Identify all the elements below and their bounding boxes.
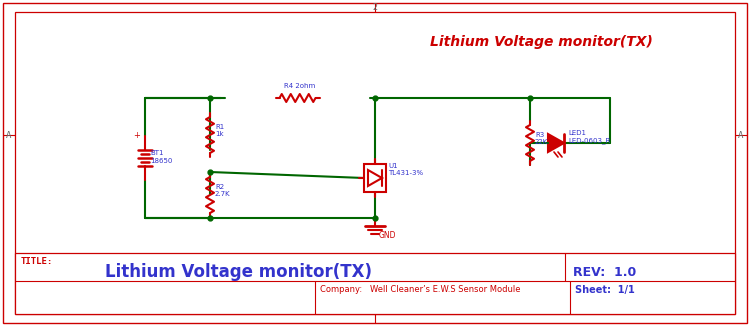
Bar xyxy=(364,164,386,192)
Text: LED-0603_R: LED-0603_R xyxy=(568,137,610,144)
Text: 1k: 1k xyxy=(215,131,223,137)
Text: BT1: BT1 xyxy=(150,150,164,156)
Text: Lithium Voltage monitor(TX): Lithium Voltage monitor(TX) xyxy=(105,263,372,281)
Text: 2: 2 xyxy=(373,4,377,12)
Text: Sheet:  1/1: Sheet: 1/1 xyxy=(575,285,634,295)
Text: TITLE:: TITLE: xyxy=(21,257,53,266)
Text: U1: U1 xyxy=(388,163,398,169)
Polygon shape xyxy=(548,134,564,152)
Text: R2: R2 xyxy=(215,184,224,190)
Text: Lithium Voltage monitor(TX): Lithium Voltage monitor(TX) xyxy=(430,35,652,49)
Text: REV:  1.0: REV: 1.0 xyxy=(573,265,636,278)
Text: +: + xyxy=(134,131,140,141)
Text: GND: GND xyxy=(379,231,397,240)
Text: 18650: 18650 xyxy=(150,158,172,164)
Text: LED1: LED1 xyxy=(568,130,586,136)
Text: R3: R3 xyxy=(535,132,544,138)
Bar xyxy=(15,253,735,314)
Text: R1: R1 xyxy=(215,124,224,130)
Text: 22K: 22K xyxy=(535,139,548,145)
Text: R4 2ohm: R4 2ohm xyxy=(284,83,315,89)
Text: 2.7K: 2.7K xyxy=(215,191,231,197)
Text: A: A xyxy=(738,130,744,140)
Text: A: A xyxy=(6,130,12,140)
Text: Company:   Well Cleaner’s E.W.S Sensor Module: Company: Well Cleaner’s E.W.S Sensor Mod… xyxy=(320,286,520,294)
Text: TL431-3%: TL431-3% xyxy=(388,170,423,176)
